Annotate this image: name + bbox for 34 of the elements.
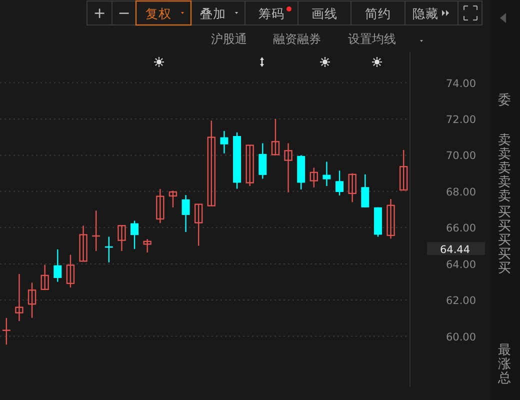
text: 复权 bbox=[146, 6, 172, 21]
text: 64.44 bbox=[440, 244, 470, 256]
text: 隐藏 bbox=[412, 6, 438, 21]
text: 买 bbox=[498, 247, 511, 262]
y-tick-label: 62.00 bbox=[446, 295, 476, 308]
y-tick-label: 64.00 bbox=[446, 258, 476, 271]
text: 买 bbox=[498, 261, 511, 276]
text: 卖 bbox=[498, 161, 511, 176]
text: 卖 bbox=[498, 189, 511, 204]
text: 涨 bbox=[498, 357, 511, 372]
text: 融资融券 bbox=[273, 32, 321, 46]
text: 卖 bbox=[498, 175, 511, 190]
y-tick-label: 72.00 bbox=[446, 114, 476, 126]
text: 简约 bbox=[365, 6, 391, 21]
y-tick-label: 60.00 bbox=[446, 331, 476, 344]
text: 总 bbox=[497, 371, 511, 386]
text: + bbox=[93, 4, 106, 22]
y-tick-label: 70.00 bbox=[446, 150, 476, 162]
y-tick-label: 74.00 bbox=[446, 78, 476, 90]
y-tick-label: 66.00 bbox=[446, 222, 476, 235]
text: 买 bbox=[498, 205, 511, 220]
text: 筹码 bbox=[258, 6, 284, 21]
text: − bbox=[118, 4, 130, 22]
text: 沪股通 bbox=[211, 32, 247, 46]
text: 最 bbox=[498, 343, 511, 358]
text: 委 bbox=[498, 93, 511, 108]
text: 叠加 bbox=[200, 6, 226, 21]
y-tick-label: 68.00 bbox=[446, 186, 476, 198]
text: 设置均线 bbox=[348, 32, 396, 46]
text: 卖 bbox=[498, 133, 511, 148]
text: 买 bbox=[498, 219, 511, 234]
text: 买 bbox=[498, 233, 511, 248]
text: 卖 bbox=[498, 147, 511, 162]
text: 画线 bbox=[312, 6, 338, 21]
